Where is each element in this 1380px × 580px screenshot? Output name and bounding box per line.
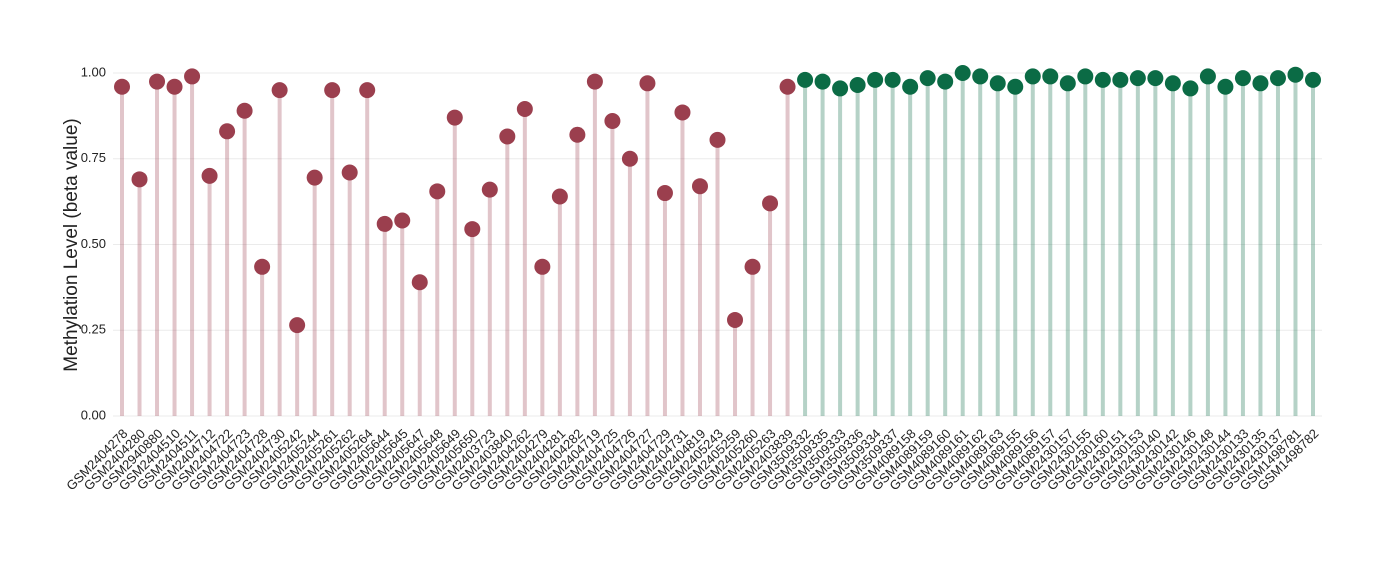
- point: [656, 185, 673, 202]
- point: [1129, 70, 1146, 87]
- y-axis-label: Methylation Level (beta value): [61, 118, 82, 371]
- point: [184, 68, 201, 85]
- point: [376, 215, 393, 232]
- point: [149, 73, 166, 90]
- point: [884, 71, 901, 88]
- point: [394, 212, 411, 229]
- point: [972, 68, 989, 85]
- point: [464, 221, 481, 238]
- point: [744, 258, 761, 275]
- point: [691, 178, 708, 195]
- point: [324, 82, 341, 99]
- y-tick-label: 1.00: [81, 64, 106, 79]
- point: [989, 75, 1006, 92]
- point: [832, 80, 849, 97]
- point: [954, 65, 971, 81]
- point: [1199, 68, 1216, 85]
- point: [534, 258, 551, 275]
- point: [1287, 66, 1304, 83]
- point: [236, 102, 253, 119]
- point: [166, 78, 183, 95]
- point: [1094, 71, 1111, 88]
- y-tick-label: 0.25: [81, 322, 106, 337]
- point: [1024, 68, 1041, 85]
- point: [551, 188, 568, 205]
- point: [481, 181, 498, 198]
- point: [429, 183, 446, 200]
- point: [359, 82, 376, 99]
- point: [1234, 70, 1251, 87]
- point: [586, 73, 603, 90]
- point: [1059, 75, 1076, 92]
- point: [446, 109, 463, 126]
- point: [114, 78, 130, 95]
- point: [762, 195, 779, 212]
- point: [937, 73, 954, 90]
- point: [621, 150, 638, 167]
- point: [902, 78, 919, 95]
- point: [1217, 78, 1234, 95]
- point: [219, 123, 236, 140]
- point: [639, 75, 656, 92]
- point: [1164, 75, 1181, 92]
- point: [867, 71, 884, 88]
- point: [709, 131, 726, 148]
- point: [1269, 70, 1286, 87]
- point: [201, 167, 218, 184]
- point: [516, 101, 533, 118]
- point: [779, 78, 796, 95]
- point: [1252, 75, 1269, 92]
- point: [1182, 80, 1199, 97]
- point: [1042, 68, 1059, 85]
- point: [499, 128, 516, 145]
- point: [814, 73, 831, 90]
- point: [674, 104, 691, 121]
- point: [1305, 71, 1321, 88]
- point: [1077, 68, 1094, 85]
- point: [289, 317, 306, 334]
- point: [306, 169, 323, 186]
- point: [1007, 78, 1024, 95]
- y-tick-label: 0.00: [81, 407, 106, 422]
- point: [411, 274, 428, 291]
- y-tick-label: 0.50: [81, 236, 106, 251]
- point: [604, 113, 621, 130]
- point: [1112, 71, 1129, 88]
- point: [849, 77, 866, 94]
- point: [254, 258, 271, 275]
- y-tick-label: 0.75: [81, 150, 106, 165]
- point: [919, 70, 936, 87]
- point: [1147, 70, 1164, 87]
- point: [131, 171, 148, 188]
- point: [569, 126, 586, 143]
- point: [797, 71, 814, 88]
- point: [341, 164, 358, 181]
- point: [271, 82, 288, 99]
- point: [727, 311, 744, 328]
